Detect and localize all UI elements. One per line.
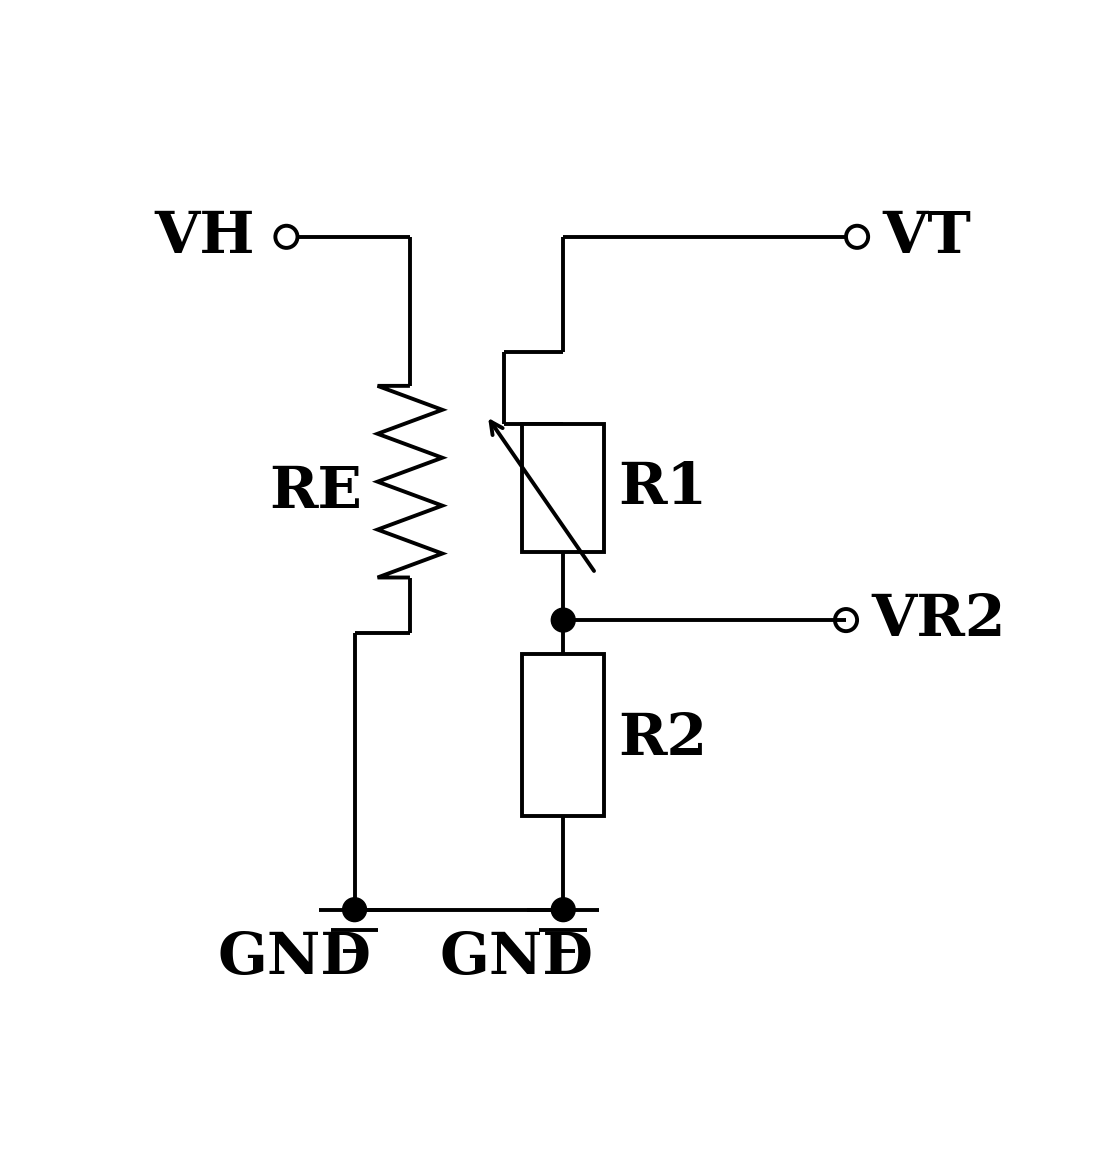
Circle shape xyxy=(552,897,575,922)
Bar xyxy=(522,654,604,816)
Text: VR2: VR2 xyxy=(872,592,1006,649)
Text: GND: GND xyxy=(218,930,371,986)
Bar xyxy=(522,424,604,552)
Text: VH: VH xyxy=(154,209,255,265)
Text: RE: RE xyxy=(269,464,363,521)
Text: R2: R2 xyxy=(619,711,708,767)
Text: GND: GND xyxy=(440,930,593,986)
Circle shape xyxy=(552,608,575,632)
Text: R1: R1 xyxy=(619,460,708,516)
Circle shape xyxy=(343,897,366,922)
Text: VT: VT xyxy=(882,209,972,265)
